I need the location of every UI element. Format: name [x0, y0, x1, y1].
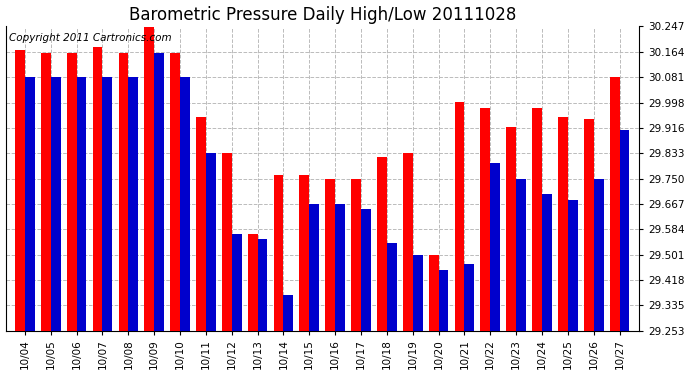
Bar — [584, 119, 593, 330]
Bar — [377, 157, 387, 330]
Bar — [196, 117, 206, 330]
Bar — [351, 178, 361, 330]
Bar — [593, 178, 604, 330]
Bar — [77, 77, 86, 330]
Bar — [326, 178, 335, 330]
Bar — [128, 77, 138, 330]
Bar — [144, 27, 154, 330]
Bar — [41, 53, 51, 330]
Bar — [248, 234, 257, 330]
Bar — [532, 108, 542, 330]
Bar — [464, 264, 474, 330]
Bar — [428, 255, 439, 330]
Bar — [206, 153, 216, 330]
Bar — [284, 295, 293, 330]
Bar — [413, 255, 422, 330]
Bar — [506, 126, 516, 330]
Bar — [491, 163, 500, 330]
Bar — [274, 176, 284, 330]
Bar — [516, 178, 526, 330]
Bar — [439, 270, 449, 330]
Bar — [403, 153, 413, 330]
Bar — [610, 77, 620, 330]
Bar — [119, 53, 128, 330]
Bar — [180, 77, 190, 330]
Bar — [67, 53, 77, 330]
Text: Copyright 2011 Cartronics.com: Copyright 2011 Cartronics.com — [9, 33, 171, 43]
Bar — [25, 77, 34, 330]
Bar — [568, 200, 578, 330]
Bar — [51, 77, 61, 330]
Bar — [309, 204, 319, 330]
Bar — [103, 77, 112, 330]
Bar — [361, 209, 371, 330]
Bar — [232, 234, 241, 330]
Bar — [299, 176, 309, 330]
Bar — [455, 102, 464, 330]
Bar — [558, 117, 568, 330]
Bar — [154, 53, 164, 330]
Title: Barometric Pressure Daily High/Low 20111028: Barometric Pressure Daily High/Low 20111… — [128, 6, 516, 24]
Bar — [170, 53, 180, 330]
Bar — [335, 204, 345, 330]
Bar — [92, 47, 103, 330]
Bar — [257, 239, 268, 330]
Bar — [222, 153, 232, 330]
Bar — [387, 243, 397, 330]
Bar — [542, 194, 552, 330]
Bar — [620, 130, 629, 330]
Bar — [480, 108, 491, 330]
Bar — [15, 50, 25, 330]
